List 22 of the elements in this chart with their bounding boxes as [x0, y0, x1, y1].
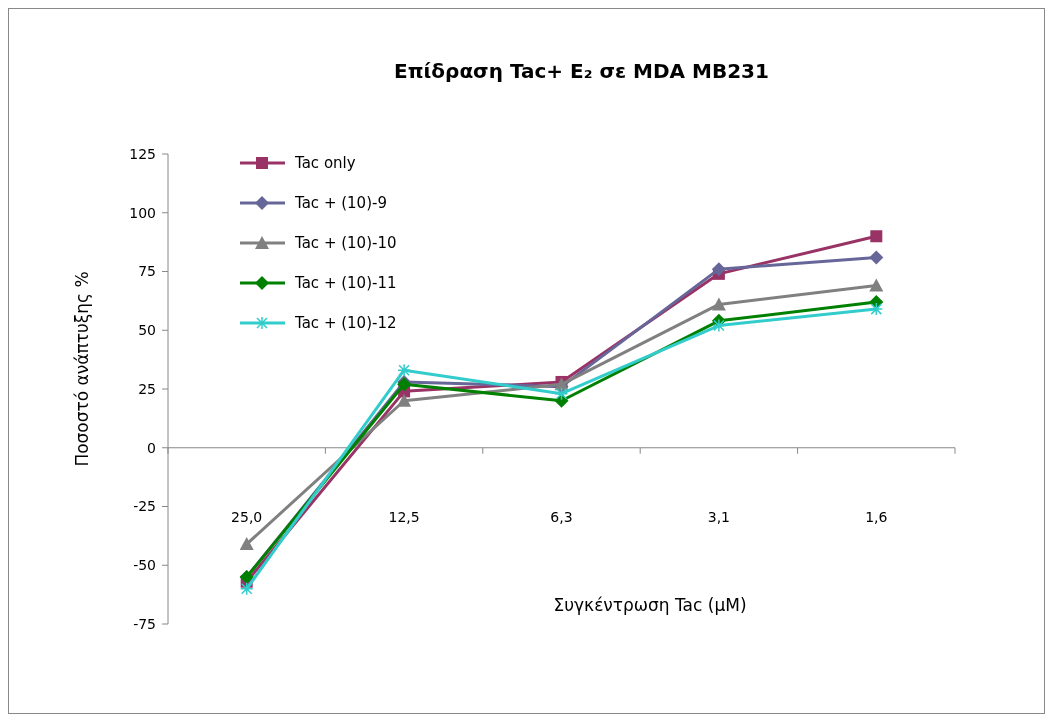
x-tick-label: 3,1 — [707, 508, 731, 525]
legend-label: Tac only — [294, 154, 356, 173]
x-tick-label: 12,5 — [388, 508, 420, 525]
y-tick-label: 100 — [129, 204, 156, 221]
y-tick-label: 25 — [138, 380, 156, 397]
y-tick-label: -50 — [133, 557, 156, 574]
y-tick-label: 50 — [138, 322, 156, 339]
y-axis-title: Ποσοστό ανάπτυξης % — [72, 271, 92, 467]
legend-label: Tac + (10)-10 — [294, 234, 397, 253]
y-tick-label: 75 — [138, 263, 156, 280]
x-tick-label: 25,0 — [231, 508, 263, 525]
x-tick-label: 6,3 — [550, 508, 573, 525]
x-axis-title: Συγκέντρωση Tac (μM) — [553, 595, 747, 615]
x-tick-label: 1,6 — [865, 508, 888, 525]
y-tick-label: -25 — [133, 498, 156, 515]
legend-label: Tac + (10)-9 — [294, 194, 387, 213]
y-tick-label: -75 — [133, 615, 156, 632]
legend-label: Tac + (10)-12 — [294, 314, 397, 333]
legend-label: Tac + (10)-11 — [294, 274, 397, 293]
y-tick-label: 0 — [147, 439, 156, 456]
chart-title: Επίδραση Tac+ E₂ σε MDA MB231 — [394, 59, 769, 83]
y-tick-label: 125 — [129, 145, 156, 162]
